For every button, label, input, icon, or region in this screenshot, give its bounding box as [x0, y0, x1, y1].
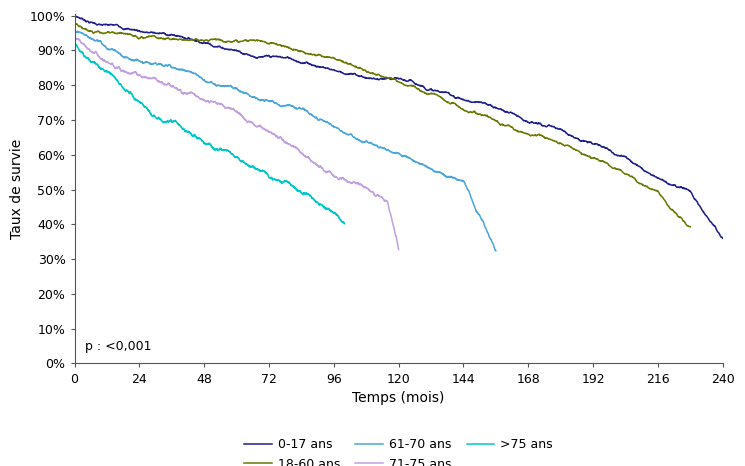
0-17 ans: [700, 210, 708, 215]
>75 ans: [282, 178, 291, 184]
>75 ans: [332, 212, 341, 217]
18-60 ans: [353, 65, 362, 70]
0-17 ans: [580, 138, 589, 144]
Y-axis label: Taux de survie: Taux de survie: [10, 138, 24, 239]
Legend: 0-17 ans, 18-60 ans, 61-70 ans, 71-75 ans, >75 ans: 0-17 ans, 18-60 ans, 61-70 ans, 71-75 an…: [239, 433, 558, 466]
61-70 ans: [275, 103, 284, 109]
71-75 ans: [219, 103, 228, 109]
0-17 ans: [368, 76, 377, 82]
18-60 ans: [668, 207, 677, 213]
18-60 ans: [70, 21, 79, 27]
0-17 ans: [385, 76, 394, 82]
Line: 18-60 ans: 18-60 ans: [74, 24, 690, 227]
18-60 ans: [685, 224, 694, 230]
Line: 71-75 ans: 71-75 ans: [74, 37, 399, 250]
71-75 ans: [384, 206, 393, 212]
>75 ans: [332, 212, 341, 218]
61-70 ans: [70, 28, 79, 34]
0-17 ans: [718, 235, 727, 241]
0-17 ans: [699, 209, 708, 215]
>75 ans: [83, 55, 92, 61]
0-17 ans: [70, 13, 79, 19]
18-60 ans: [668, 207, 677, 212]
61-70 ans: [92, 38, 101, 43]
>75 ans: [70, 41, 79, 46]
71-75 ans: [394, 247, 403, 253]
61-70 ans: [402, 154, 411, 159]
61-70 ans: [479, 220, 488, 226]
18-60 ans: [102, 30, 111, 36]
71-75 ans: [86, 48, 95, 54]
71-75 ans: [384, 207, 393, 212]
71-75 ans: [228, 106, 237, 112]
71-75 ans: [326, 168, 335, 174]
61-70 ans: [491, 248, 500, 254]
18-60 ans: [370, 71, 378, 77]
0-17 ans: [103, 22, 112, 27]
61-70 ans: [479, 219, 488, 225]
61-70 ans: [73, 28, 82, 34]
61-70 ans: [264, 98, 273, 104]
Line: >75 ans: >75 ans: [74, 43, 344, 224]
X-axis label: Temps (mois): Temps (mois): [352, 391, 445, 405]
>75 ans: [201, 141, 210, 147]
Line: 0-17 ans: 0-17 ans: [74, 16, 723, 238]
18-60 ans: [72, 21, 81, 27]
18-60 ans: [555, 141, 564, 146]
>75 ans: [194, 135, 203, 141]
Text: p : <0,001: p : <0,001: [85, 340, 152, 353]
>75 ans: [340, 221, 349, 226]
61-70 ans: [492, 248, 501, 254]
Line: 61-70 ans: 61-70 ans: [74, 31, 496, 251]
71-75 ans: [70, 34, 79, 40]
